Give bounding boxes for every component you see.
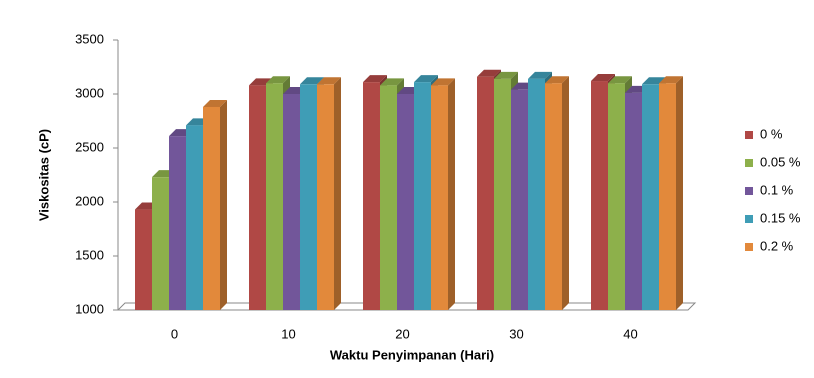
bar [414,82,431,311]
bar-side [220,99,227,311]
y-tick-label: 2000 [75,193,104,208]
bar-top [266,76,290,84]
bar [477,76,494,310]
bar [659,83,676,310]
legend-swatch [745,159,753,167]
y-axis-label: Viskositas (cP) [36,129,51,221]
legend-swatch [745,243,753,251]
y-tick-label: 3000 [75,85,104,100]
x-tick-label: 0 [171,326,178,341]
bar [152,177,169,310]
bar [397,94,414,310]
legend-label: 0.2 % [760,238,794,253]
bar-top [591,74,615,82]
bar [249,85,266,310]
bar-top [431,78,455,86]
bar-side [334,77,341,310]
legend-label: 0 % [760,126,783,141]
bar [135,209,152,310]
bar-top [494,71,518,79]
bar-top [528,71,552,79]
bar-top [659,76,683,84]
bar [300,84,317,310]
bar [511,89,528,311]
x-axis-label: Waktu Penyimpanan (Hari) [330,347,494,362]
bar-top [363,75,387,83]
bar-top [203,99,227,107]
legend-swatch [745,131,753,139]
bar [266,83,283,310]
bar [431,85,448,310]
x-tick-label: 40 [623,326,637,341]
y-tick-label: 2500 [75,139,104,154]
bar [203,106,220,311]
legend-swatch [745,215,753,223]
bar-side [562,76,569,310]
y-tick-label: 3500 [75,31,104,46]
bar-top [317,77,341,85]
bar [545,83,562,310]
x-tick-label: 30 [509,326,523,341]
bar-top [300,77,324,85]
x-tick-label: 10 [281,326,295,341]
bar [380,85,397,310]
legend-label: 0.1 % [760,182,794,197]
bar [625,92,642,310]
bar [317,84,334,310]
bar [186,125,203,310]
bar [642,84,659,310]
bar [591,81,608,310]
bar [363,82,380,311]
bar [169,136,186,310]
legend-label: 0.05 % [760,154,801,169]
bar-top [414,75,438,83]
bar-top [608,76,632,84]
bar-side [676,76,683,310]
bar-side [448,78,455,310]
legend-label: 0.15 % [760,210,801,225]
bar [608,83,625,310]
bar [283,94,300,310]
y-tick-label: 1500 [75,247,104,262]
bar-top [477,69,501,77]
bar-top [380,78,404,86]
bar [494,78,511,310]
bar [528,78,545,310]
legend-swatch [745,187,753,195]
x-tick-label: 20 [395,326,409,341]
y-tick-label: 1000 [75,301,104,316]
bar-top [545,76,569,84]
